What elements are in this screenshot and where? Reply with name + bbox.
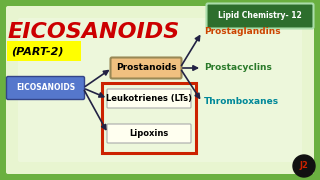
Text: Leukotrienes (LTs): Leukotrienes (LTs): [106, 94, 192, 103]
FancyBboxPatch shape: [18, 18, 302, 162]
FancyBboxPatch shape: [206, 3, 314, 28]
Text: Prostacyclins: Prostacyclins: [204, 64, 272, 73]
Circle shape: [293, 155, 315, 177]
Text: Thromboxanes: Thromboxanes: [204, 98, 279, 107]
Text: J2: J2: [300, 161, 308, 170]
FancyBboxPatch shape: [7, 41, 81, 61]
Text: Lipid Chemistry- 12: Lipid Chemistry- 12: [218, 12, 302, 21]
FancyBboxPatch shape: [110, 57, 181, 78]
Text: (PART-2): (PART-2): [11, 46, 63, 56]
FancyBboxPatch shape: [6, 76, 84, 100]
FancyBboxPatch shape: [107, 89, 191, 108]
Text: Prostaglandins: Prostaglandins: [204, 28, 281, 37]
FancyBboxPatch shape: [107, 124, 191, 143]
Text: EICOSANOIDS: EICOSANOIDS: [16, 84, 75, 93]
FancyBboxPatch shape: [6, 6, 314, 174]
Text: EICOSANOIDS: EICOSANOIDS: [8, 22, 180, 42]
Text: Lipoxins: Lipoxins: [129, 129, 169, 138]
Text: Prostanoids: Prostanoids: [116, 64, 176, 73]
